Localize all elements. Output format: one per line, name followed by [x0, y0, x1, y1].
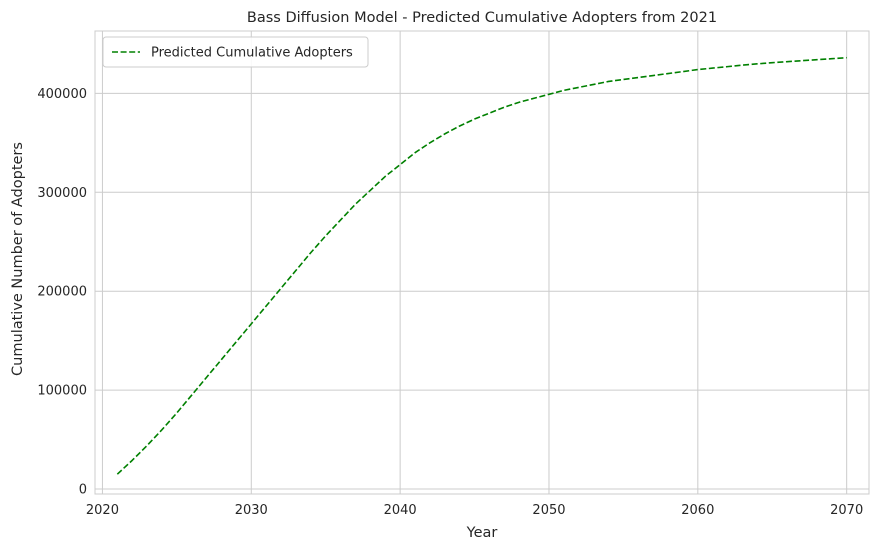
y-tick-label: 400000	[37, 87, 87, 102]
y-axis-label: Cumulative Number of Adopters	[10, 142, 26, 376]
chart-title: Bass Diffusion Model - Predicted Cumulat…	[247, 10, 717, 26]
y-tick-label: 100000	[37, 384, 87, 399]
x-tick-label: 2050	[532, 503, 565, 518]
x-tick-label: 2040	[384, 503, 417, 518]
plot-frame	[94, 30, 870, 495]
tick-labels: 2020 2030 2040 2050 2060 2070 0 100000 200000 300…	[37, 87, 863, 518]
y-tick-label: 300000	[37, 186, 87, 201]
legend-label: Predicted Cumulative Adopters	[151, 46, 353, 61]
series-line-predicted-cumulative-adopters	[116, 56, 847, 475]
y-tick-label: 0	[79, 483, 87, 498]
x-tick-label: 2060	[681, 503, 714, 518]
legend: Predicted Cumulative Adopters	[102, 36, 369, 68]
x-tick-label: 2020	[86, 503, 119, 518]
x-tick-label: 2070	[830, 503, 863, 518]
x-tick-label: 2030	[235, 503, 268, 518]
grid	[95, 31, 869, 494]
legend-box	[102, 36, 369, 68]
y-tick-label: 200000	[37, 285, 87, 300]
series-layer	[116, 56, 847, 475]
x-axis-label: Year	[466, 525, 498, 541]
